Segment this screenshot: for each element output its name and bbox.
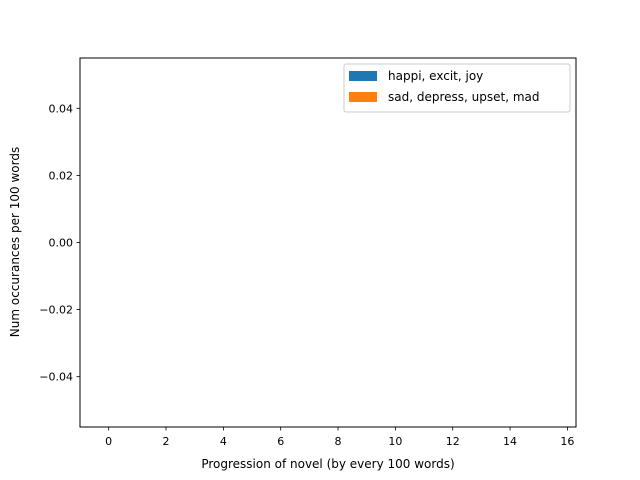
axes-frame: [79, 57, 577, 428]
x-tick-label: 14: [503, 435, 517, 448]
legend-swatch-happi: [349, 71, 377, 81]
x-tick-label: 8: [335, 435, 342, 448]
y-tick-label: −0.02: [39, 304, 73, 317]
legend-box: [343, 63, 571, 113]
y-ticks: −0.04 −0.02 0.00 0.02 0.04: [39, 102, 80, 384]
y-tick-label: 0.02: [49, 169, 74, 182]
legend: happi, excit, joy sad, depress, upset, m…: [343, 63, 571, 113]
x-tick-label: 0: [105, 435, 112, 448]
x-ticks: 0 2 4 6 8 10 12 14 16: [105, 427, 574, 448]
x-tick-label: 2: [163, 435, 170, 448]
y-tick-label: −0.04: [39, 371, 73, 384]
y-axis-label: Num occurances per 100 words: [8, 147, 22, 337]
axes-background: [80, 58, 576, 427]
plot-area: 0 2 4 6 8 10 12 14 16 −0.04 −0.02 0.00 0.02 0.04: [39, 57, 577, 448]
legend-label-happi: happi, excit, joy: [388, 69, 483, 83]
x-tick-label: 6: [277, 435, 284, 448]
x-tick-label: 4: [220, 435, 227, 448]
y-tick-label: 0.00: [49, 237, 74, 250]
x-axis-label: Progression of novel (by every 100 words…: [201, 457, 454, 471]
y-tick-label: 0.04: [49, 102, 74, 115]
x-tick-label: 16: [560, 435, 574, 448]
legend-label-sad: sad, depress, upset, mad: [388, 90, 540, 104]
x-tick-label: 10: [388, 435, 402, 448]
x-tick-label: 12: [446, 435, 460, 448]
legend-swatch-sad: [349, 92, 377, 102]
